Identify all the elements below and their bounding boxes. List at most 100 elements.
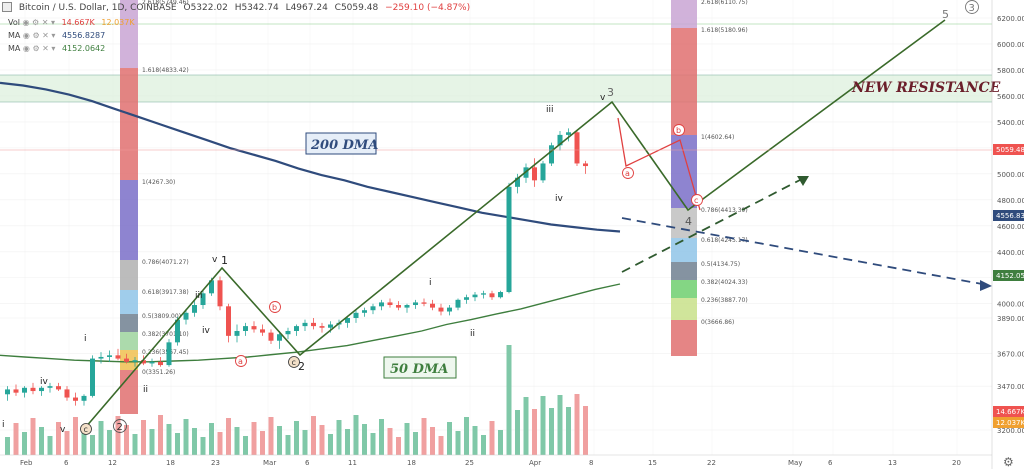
wave-i-1: i <box>2 420 5 430</box>
fib-band <box>671 238 697 262</box>
fib-level-label: 0.236(3887.70) <box>701 297 748 304</box>
candle <box>183 308 189 325</box>
candle <box>574 129 580 167</box>
time-tick: 15 <box>648 459 657 467</box>
candle <box>285 327 291 340</box>
candle <box>566 128 571 142</box>
collapse-icon[interactable] <box>2 2 12 12</box>
abc-correction-line <box>617 117 701 211</box>
time-tick: 11 <box>348 459 357 467</box>
price-tick: 3890.00 <box>997 315 1024 323</box>
candlesticks <box>5 128 588 406</box>
indicator-vol[interactable]: Vol ◉ ⚙ ✕ ▾ 14.667K 12.037K <box>8 18 135 27</box>
volume-bar <box>566 407 571 455</box>
volume-bar <box>226 418 231 455</box>
candle <box>370 303 376 315</box>
volume-bar <box>39 427 44 455</box>
fib-band <box>120 68 138 180</box>
indicator-ma50[interactable]: MA ◉ ⚙ ✕ ▾ 4152.0642 <box>8 44 105 53</box>
wave-i-2: i <box>84 334 87 344</box>
candle <box>404 303 410 313</box>
volume-bar <box>311 416 316 455</box>
indicator-name: MA <box>8 31 21 40</box>
indicator-value-2: 12.037K <box>101 18 135 27</box>
wave-iv-1: iv <box>40 377 49 387</box>
volume-bar <box>64 431 70 455</box>
volume-bar <box>353 415 359 455</box>
time-tick: May <box>788 459 802 467</box>
volume-bar <box>498 430 503 455</box>
resistance-zone <box>0 75 992 102</box>
volume-bar <box>472 426 478 455</box>
candle <box>90 355 95 398</box>
volume-bar <box>251 422 257 455</box>
price-tick: 3200.00 <box>997 427 1024 435</box>
new-resistance-label: NEW RESISTANCE <box>851 80 1001 96</box>
volume-bar <box>175 433 180 455</box>
candle <box>396 301 401 311</box>
fib-band <box>120 260 138 290</box>
fib-band <box>671 320 697 356</box>
candle <box>387 298 393 308</box>
candle <box>149 358 155 367</box>
change-value: −259.10 (−4.87%) <box>385 2 471 13</box>
fib-level-label: 0(3351.26) <box>142 369 175 376</box>
wave-labels: 1 2 3 4 5 i v iv i ii iii iv v i ii iii … <box>2 8 949 435</box>
high-value: H5342.74 <box>234 2 279 13</box>
candle <box>447 305 452 316</box>
candle <box>540 160 546 183</box>
projection-down-dashed <box>621 217 983 285</box>
fib-band <box>671 135 697 208</box>
fib-extension-left: 2.618(5749.46) 1.618(4833.42) 1(4267.30) 0.… <box>120 0 189 414</box>
fib-band <box>671 262 697 280</box>
volume-bar <box>141 420 146 455</box>
fib-level-label: 1.618(5180.96) <box>701 27 748 34</box>
fib-level-label: 0.382(4024.33) <box>701 279 748 286</box>
indicator-controls-icon[interactable]: ◉ ⚙ ✕ ▾ <box>22 31 58 40</box>
candle <box>243 322 248 336</box>
candle <box>158 356 163 367</box>
fib-level-label: 2.618(5749.46) <box>142 0 189 6</box>
candle <box>472 292 478 302</box>
wave-a-2: a <box>625 169 630 178</box>
fib-band <box>120 314 138 332</box>
candle <box>81 394 87 406</box>
volume-bar <box>209 423 214 455</box>
volume-bar <box>583 406 588 455</box>
chart-header: Bitcoin / U.S. Dollar, 1D, COINBASE O532… <box>2 2 992 18</box>
candle <box>549 142 554 167</box>
volume-bar <box>73 417 78 455</box>
wave-b-2: b <box>676 126 681 135</box>
wave-c-2: c <box>292 358 296 367</box>
candle <box>353 310 359 323</box>
candle <box>73 392 78 406</box>
fib-band <box>120 0 138 68</box>
volume-bar <box>506 345 512 455</box>
indicator-controls-icon[interactable]: ◉ ⚙ ✕ ▾ <box>22 44 58 53</box>
time-tick: 6 <box>305 459 310 467</box>
volume-bar <box>166 424 172 455</box>
open-value: O5322.02 <box>183 2 228 13</box>
time-tick: 20 <box>952 459 961 467</box>
indicator-controls-icon[interactable]: ◉ ⚙ ✕ ▾ <box>22 18 58 27</box>
candle <box>192 301 197 317</box>
time-tick: 25 <box>465 459 474 467</box>
ma50-label: 50 DMA <box>390 362 448 377</box>
vol-tag-2: 12.037K <box>996 419 1024 427</box>
volume-bar <box>200 437 206 455</box>
indicator-ma200[interactable]: MA ◉ ⚙ ✕ ▾ 4556.8287 <box>8 31 105 40</box>
settings-gear-icon[interactable]: ⚙ <box>1003 455 1014 469</box>
volume-bar <box>47 436 53 455</box>
volume-bar <box>421 418 427 455</box>
wave-v-1: v <box>60 425 66 435</box>
fib-level-label: 0.618(3917.38) <box>142 289 189 296</box>
price-tick: 4600.00 <box>997 223 1024 231</box>
volume-bar <box>549 408 554 455</box>
price-axis: 6200.006000.005800.005600.005400.005200.… <box>997 15 1024 435</box>
volume-bar <box>115 416 121 455</box>
candle <box>166 339 172 367</box>
candle <box>294 324 299 336</box>
volume-bar <box>455 431 461 455</box>
wave-c-3: c <box>694 196 698 205</box>
candle <box>362 307 367 317</box>
